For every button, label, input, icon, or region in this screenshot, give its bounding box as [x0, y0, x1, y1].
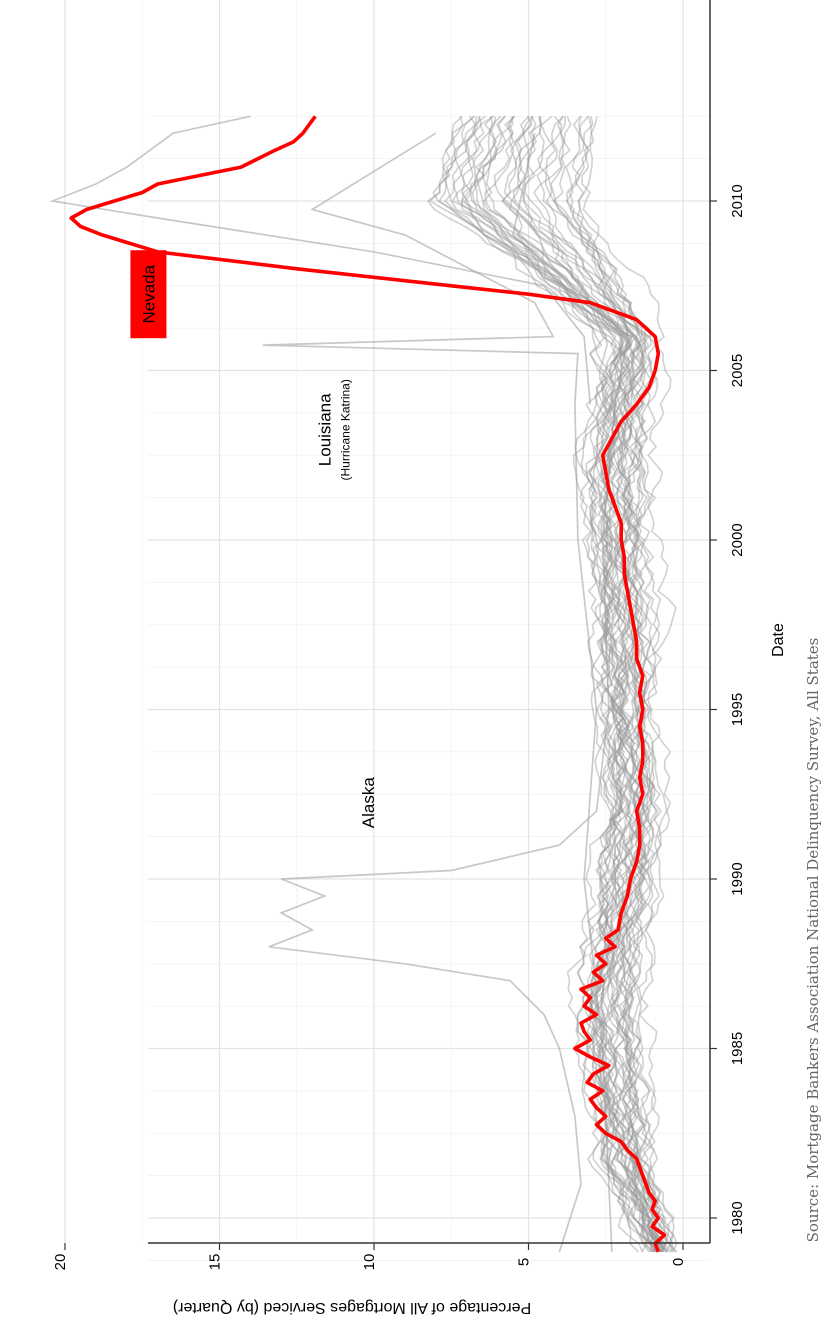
- source-note: Source: Mortgage Bankers Association Nat…: [804, 638, 822, 1243]
- y-tick-label: 10: [361, 1254, 378, 1271]
- state-series-line: [577, 116, 678, 1253]
- state-series-line: [481, 115, 669, 1253]
- nevada-label: Nevada: [139, 264, 158, 323]
- state-series-line: [501, 115, 672, 1253]
- alaska-series-line: [268, 133, 626, 1253]
- annotation-label: Alaska: [359, 777, 378, 829]
- state-series-line: [443, 116, 648, 1253]
- state-series-line: [512, 115, 677, 1253]
- louisiana-series-line: [262, 132, 613, 1252]
- state-series-line: [428, 115, 663, 1253]
- gridlines: [64, 0, 710, 1261]
- annotation-label: Louisiana: [316, 393, 335, 466]
- y-tick-label: 5: [516, 1258, 533, 1266]
- x-tick-label: 1985: [729, 1032, 746, 1065]
- x-tick-label: 2010: [729, 184, 746, 217]
- state-series-line: [571, 116, 668, 1253]
- annotation-subtext: (Hurricane Katrina): [338, 379, 352, 480]
- state-series-line: [533, 115, 667, 1253]
- highlight-series: [69, 115, 667, 1253]
- x-tick-label: 1995: [729, 693, 746, 726]
- state-series-line: [544, 115, 674, 1253]
- y-axis-title: Percentage of All Mortgages Serviced (by…: [173, 1299, 531, 1316]
- state-series-line: [475, 115, 668, 1253]
- state-series-line: [451, 115, 654, 1253]
- state-series-line: [458, 116, 660, 1253]
- annotations: Nevada Louisiana (Hurricane Katrina) Alaska: [130, 250, 378, 828]
- y-axis-ticks: 0 5 10 15 20: [52, 1243, 687, 1270]
- state-series-line: [552, 116, 661, 1253]
- x-tick-label: 2000: [729, 523, 746, 556]
- y-tick-label: 20: [52, 1254, 69, 1271]
- x-tick-label: 1990: [729, 862, 746, 895]
- state-series-line: [566, 116, 666, 1253]
- state-series-line: [550, 116, 674, 1252]
- state-series-line: [523, 116, 670, 1253]
- state-series-line: [523, 116, 662, 1253]
- state-series-line: [568, 115, 656, 1253]
- state-series-line: [581, 116, 678, 1253]
- y-tick-label: 15: [207, 1254, 224, 1271]
- state-series-line: [565, 115, 666, 1253]
- nevada-series-line: [69, 115, 667, 1253]
- state-series-line: [438, 115, 644, 1253]
- panel-background: [148, 0, 710, 1243]
- y-tick-label: 0: [670, 1258, 687, 1266]
- x-axis-title: Date: [770, 623, 787, 657]
- x-tick-label: 2005: [729, 354, 746, 387]
- state-series-line: [483, 116, 671, 1253]
- state-series-line: [432, 115, 639, 1253]
- x-tick-label: 1980: [729, 1201, 746, 1234]
- x-axis-ticks: 1980 1985 1990 1995 2000 2005 2010: [710, 184, 746, 1235]
- nevada-label-box: [130, 250, 167, 339]
- state-series-line: [49, 115, 592, 405]
